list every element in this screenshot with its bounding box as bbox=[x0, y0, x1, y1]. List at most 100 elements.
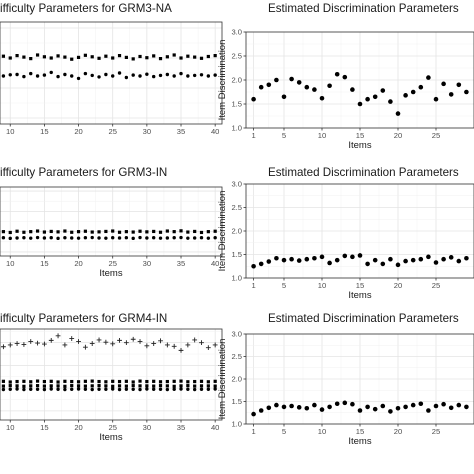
x-tick-label: 5 bbox=[282, 131, 286, 140]
data-point bbox=[357, 253, 363, 258]
y-tick-label: 1.0 bbox=[231, 274, 242, 283]
data-point bbox=[104, 72, 108, 77]
data-point bbox=[63, 229, 67, 233]
data-point bbox=[131, 387, 135, 391]
data-point bbox=[42, 73, 47, 77]
panel-3: 10 15 20 25 30 35 40 Items ifficulty Parameters … bbox=[0, 166, 223, 279]
data-point bbox=[185, 342, 191, 348]
data-point bbox=[251, 263, 256, 269]
x-tick-label: 30 bbox=[143, 423, 151, 432]
x-tick-label: 35 bbox=[177, 127, 185, 136]
data-point bbox=[312, 255, 317, 261]
data-point bbox=[213, 379, 217, 383]
data-point bbox=[206, 236, 211, 240]
data-point bbox=[212, 342, 218, 348]
data-point bbox=[63, 384, 67, 388]
data-point bbox=[296, 258, 302, 263]
y-axis-label: Item Discrimination bbox=[217, 339, 228, 420]
data-point bbox=[104, 236, 108, 240]
data-point bbox=[15, 384, 19, 388]
data-point bbox=[22, 236, 26, 240]
data-point bbox=[172, 387, 176, 391]
data-point bbox=[83, 53, 87, 57]
data-point bbox=[35, 379, 40, 383]
y-tick-label: 3.0 bbox=[231, 330, 242, 339]
data-point bbox=[15, 54, 19, 58]
data-point bbox=[22, 387, 26, 392]
data-point bbox=[97, 379, 101, 384]
data-point bbox=[342, 74, 348, 80]
data-point bbox=[365, 261, 370, 267]
data-point bbox=[70, 387, 74, 391]
data-point bbox=[151, 387, 156, 391]
data-point bbox=[42, 379, 46, 384]
data-point bbox=[145, 379, 149, 384]
y-tick-label: 1.5 bbox=[231, 397, 242, 406]
data-point bbox=[426, 254, 431, 260]
data-point bbox=[372, 257, 378, 263]
data-point bbox=[158, 230, 163, 234]
data-point bbox=[464, 404, 469, 410]
data-point bbox=[42, 236, 47, 240]
data-point bbox=[29, 236, 33, 240]
data-point bbox=[165, 236, 170, 240]
data-point bbox=[192, 236, 197, 240]
data-point bbox=[192, 73, 197, 78]
data-point bbox=[327, 260, 332, 266]
data-point bbox=[145, 230, 149, 234]
data-point bbox=[172, 384, 176, 388]
data-point bbox=[124, 387, 129, 391]
data-point bbox=[448, 92, 454, 97]
data-point bbox=[441, 401, 446, 407]
data-point bbox=[403, 404, 408, 410]
data-point bbox=[327, 83, 332, 89]
data-point bbox=[350, 401, 355, 407]
data-point bbox=[96, 337, 102, 343]
grid bbox=[0, 329, 222, 420]
data-point bbox=[172, 53, 176, 57]
x-axis-label: Items bbox=[348, 140, 371, 151]
data-point bbox=[258, 84, 264, 90]
data-point bbox=[441, 81, 446, 87]
data-point bbox=[111, 74, 115, 78]
data-point bbox=[131, 380, 135, 384]
data-point bbox=[117, 337, 122, 343]
data-point bbox=[199, 387, 204, 391]
data-point bbox=[179, 71, 183, 76]
data-point bbox=[158, 384, 163, 388]
x-tick-label: 20 bbox=[74, 127, 82, 136]
data-point bbox=[89, 341, 95, 346]
data-point bbox=[410, 402, 416, 408]
data-point bbox=[76, 387, 81, 391]
data-point bbox=[206, 230, 210, 234]
points bbox=[251, 253, 469, 269]
data-point bbox=[63, 387, 67, 392]
data-point bbox=[1, 236, 6, 240]
data-point bbox=[76, 384, 81, 388]
data-point bbox=[1, 379, 6, 383]
data-point bbox=[186, 230, 190, 234]
x-axis-label: Items bbox=[348, 290, 371, 301]
panel-title: ifficulty Parameters for GRM3-IN bbox=[0, 166, 167, 179]
data-point bbox=[15, 387, 19, 391]
data-point bbox=[49, 229, 53, 234]
data-point bbox=[83, 71, 88, 76]
data-point bbox=[158, 57, 163, 61]
data-point bbox=[131, 73, 135, 77]
data-point bbox=[138, 387, 142, 392]
x-tick-label: 25 bbox=[432, 131, 440, 140]
data-point bbox=[104, 54, 108, 58]
data-point bbox=[83, 379, 87, 383]
data-point bbox=[15, 229, 19, 233]
data-point bbox=[35, 340, 40, 346]
data-point bbox=[380, 261, 386, 267]
x-tick-label: 15 bbox=[40, 423, 48, 432]
data-point bbox=[251, 96, 256, 102]
data-point bbox=[158, 73, 163, 78]
data-point bbox=[213, 229, 217, 233]
data-point bbox=[388, 256, 393, 262]
data-point bbox=[179, 56, 183, 60]
y-tick-label: 2.0 bbox=[231, 375, 242, 384]
data-point bbox=[186, 74, 190, 78]
